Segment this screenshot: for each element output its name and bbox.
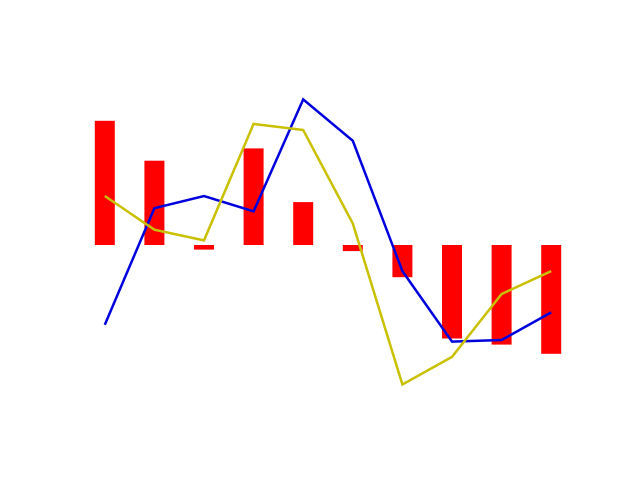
bar-7 (392, 245, 413, 278)
bar-6 (342, 245, 363, 252)
bar-10 (541, 245, 562, 354)
bar-series (94, 120, 562, 354)
bar-8 (442, 245, 462, 339)
line-series-1 (103, 97, 552, 343)
line-series-group (103, 97, 552, 387)
bar-5 (293, 202, 314, 245)
bar-4 (243, 148, 264, 245)
bar-1 (94, 120, 115, 245)
bar-2 (144, 160, 165, 245)
bar-3 (194, 245, 214, 250)
line-series-2 (104, 122, 552, 387)
